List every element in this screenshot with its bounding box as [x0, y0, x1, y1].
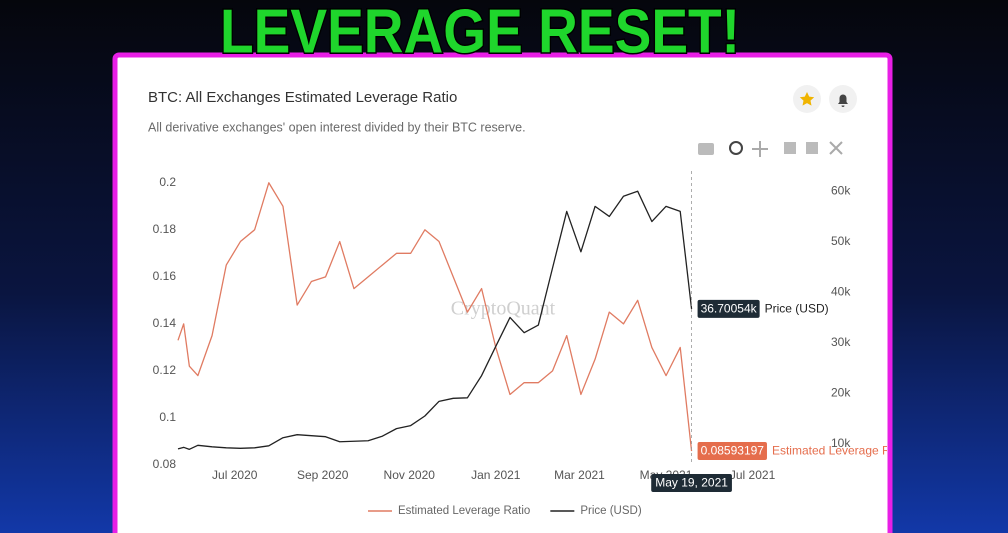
- watermark: CryptoQuant: [451, 298, 556, 320]
- crosshair-box: [651, 474, 732, 492]
- y-tick-label: 0.2: [159, 175, 176, 189]
- x-tick-label: Nov 2020: [384, 468, 436, 482]
- zoom-out-button[interactable]: [806, 142, 818, 154]
- y-tick-label: 0.18: [153, 222, 177, 236]
- chart-subtitle: All derivative exchanges' open interest …: [148, 120, 526, 134]
- zoom-button[interactable]: [729, 141, 743, 155]
- value-label-box: [697, 299, 760, 318]
- y-tick-label: 0.12: [153, 363, 177, 377]
- x-tick-label: Mar 2021: [554, 468, 605, 482]
- legend-label: Estimated Leverage Ratio: [398, 505, 530, 517]
- toolbar: [698, 141, 843, 157]
- y2-tick-label: 20k: [831, 385, 851, 399]
- y2-tick-label: 60k: [831, 183, 851, 197]
- series-line: [177, 190, 693, 450]
- y-tick-label: 0.1: [159, 410, 176, 424]
- zoom-in-button[interactable]: [784, 142, 796, 154]
- legend-label: Price (USD): [580, 505, 642, 517]
- value-label-series: Price (USD): [765, 302, 829, 316]
- camera-button[interactable]: [698, 143, 714, 155]
- y-tick-label: 0.08: [153, 457, 177, 471]
- chart-panel: [112, 52, 893, 533]
- x-tick-label: Jul 2020: [212, 468, 258, 482]
- star-icon: [799, 92, 815, 106]
- y2-tick-label: 50k: [831, 234, 851, 248]
- y2-tick-label: 40k: [831, 284, 851, 298]
- headline: LEVERAGE RESET!: [220, 0, 740, 66]
- x-tick-label: Jul 2021: [730, 468, 776, 482]
- value-label-series: Estimated Leverage Ratio: [772, 444, 910, 458]
- x-tick-label: Jan 2021: [471, 468, 521, 482]
- y-tick-label: 0.16: [153, 269, 177, 283]
- value-label: 36.70054k: [701, 302, 758, 316]
- x-tick-label: Sep 2020: [297, 468, 349, 482]
- crosshair-label: May 19, 2021: [655, 476, 728, 490]
- y2-tick-label: 10k: [831, 436, 851, 450]
- plot: 0.08 0.1 0.12 0.14 0.16 0.18 0.2 10k 20k 30k 40k 50…: [153, 171, 910, 517]
- reset-button[interactable]: [829, 141, 843, 155]
- y2-tick-label: 30k: [831, 335, 851, 349]
- pan-button[interactable]: [752, 141, 768, 157]
- bell-icon: [838, 94, 848, 107]
- value-label: 0.08593197: [701, 444, 765, 458]
- chart-title: BTC: All Exchanges Estimated Leverage Ra…: [148, 89, 457, 106]
- series-line: [177, 182, 693, 452]
- value-label-box: [697, 442, 767, 461]
- y-tick-label: 0.14: [153, 316, 177, 330]
